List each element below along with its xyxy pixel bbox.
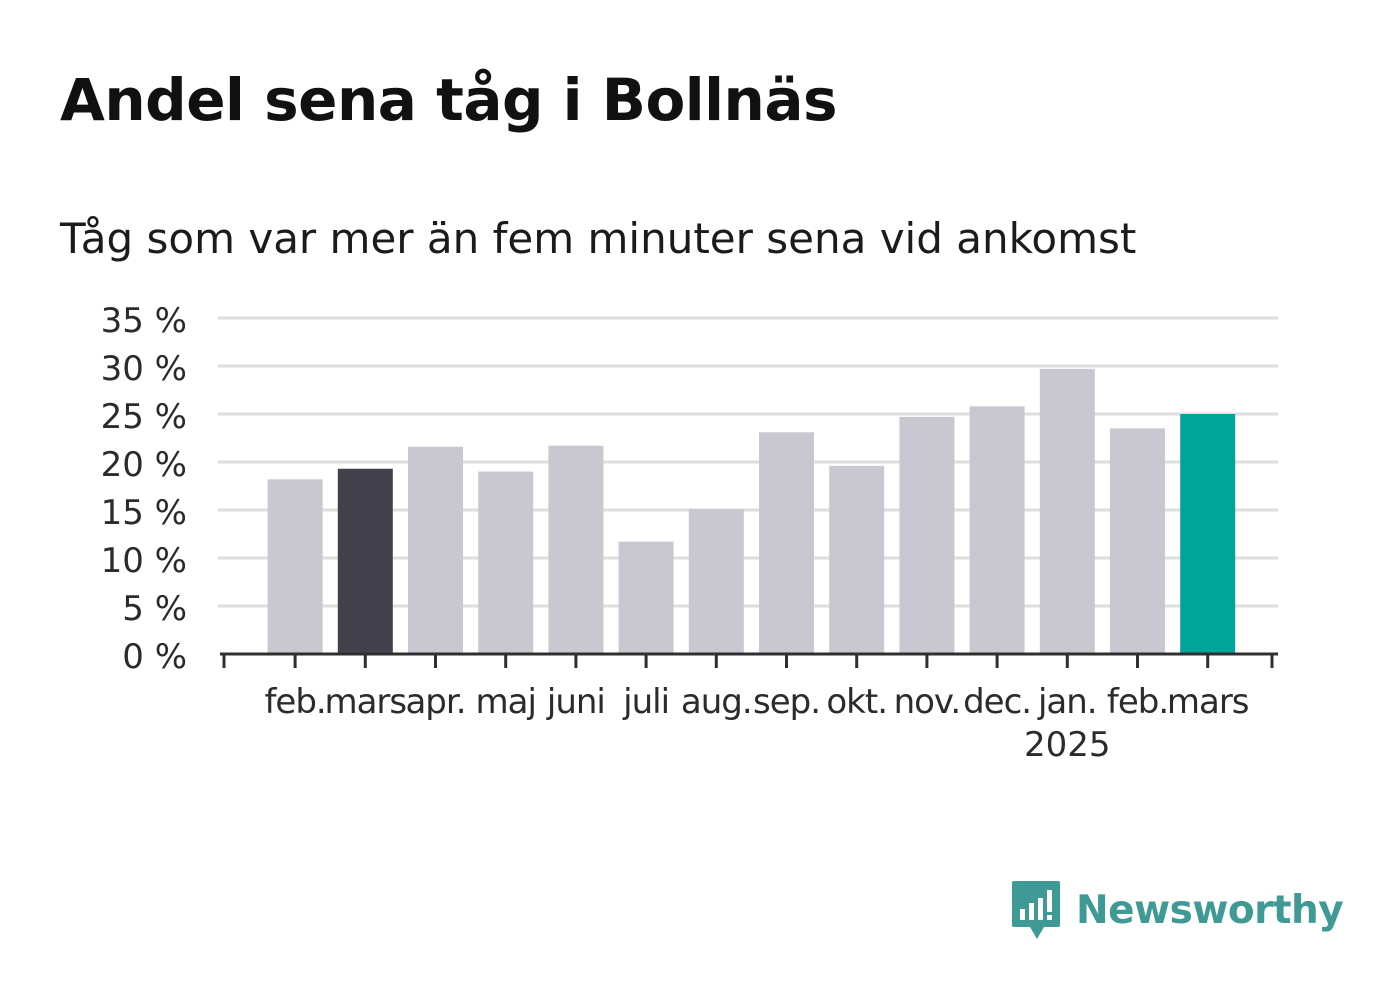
y-tick-label: 35 % [101, 301, 187, 341]
x-tick-label: maj [475, 682, 535, 722]
bar [899, 416, 955, 654]
x-tick-label: feb. [1107, 682, 1168, 722]
chart-title: Andel sena tåg i Bollnäs [60, 66, 838, 134]
bar [829, 465, 885, 654]
x-tick-label: mars [1167, 682, 1249, 722]
x-tick-label: okt. [826, 682, 887, 722]
bar [1180, 414, 1236, 654]
y-tick-label: 30 % [101, 349, 187, 389]
bar [548, 445, 604, 654]
bar [969, 406, 1025, 654]
bar [267, 479, 323, 654]
brand-logo: Newsworthy [1010, 878, 1344, 942]
y-tick-label: 10 % [101, 541, 187, 581]
x-tick-label: mars [324, 682, 406, 722]
bar [408, 446, 463, 654]
x-tick-label: juli [622, 682, 669, 722]
y-tick-label: 0 % [122, 637, 187, 677]
newsworthy-logo-icon [1012, 881, 1060, 939]
y-tick-label: 25 % [101, 397, 187, 437]
bar [1110, 428, 1165, 654]
x-tick-label: jan. [1037, 682, 1097, 722]
bar [618, 541, 674, 654]
x-tick-label: dec. [963, 682, 1031, 722]
x-year-label: 2025 [1024, 725, 1111, 765]
x-tick-label: apr. [405, 682, 465, 722]
bar [1039, 368, 1095, 654]
y-tick-label: 5 % [122, 589, 187, 629]
y-tick-label: 15 % [101, 493, 187, 533]
brand-name: Newsworthy [1076, 887, 1344, 933]
x-tick-label: nov. [894, 682, 961, 722]
bar [688, 509, 744, 654]
bar [478, 471, 534, 654]
y-tick-label: 20 % [101, 445, 187, 485]
x-tick-label: sep. [753, 682, 820, 722]
bar [337, 468, 393, 654]
chart-subtitle: Tåg som var mer än fem minuter sena vid … [60, 214, 1137, 263]
x-tick-label: juni [546, 682, 605, 722]
bar [759, 432, 814, 654]
x-tick-label: aug. [681, 682, 752, 722]
x-tick-label: feb. [264, 682, 325, 722]
